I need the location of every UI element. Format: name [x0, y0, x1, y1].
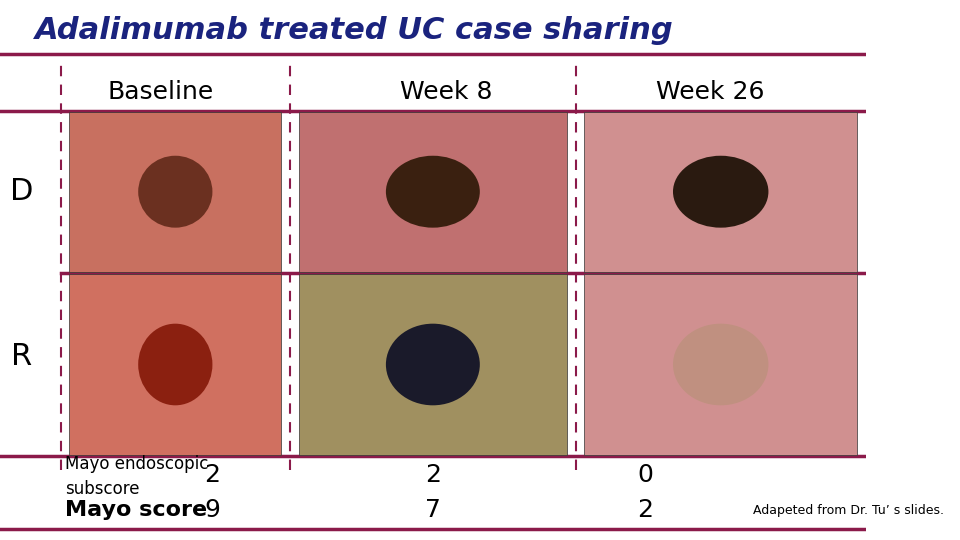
Text: 9: 9 — [204, 498, 220, 522]
Text: subscore: subscore — [65, 480, 139, 498]
Text: Adapeted from Dr. Tu’ s slides.: Adapeted from Dr. Tu’ s slides. — [754, 504, 945, 517]
Text: Week 8: Week 8 — [399, 80, 492, 104]
Text: 2: 2 — [204, 463, 220, 487]
FancyBboxPatch shape — [69, 112, 281, 272]
FancyBboxPatch shape — [585, 274, 857, 455]
FancyBboxPatch shape — [299, 274, 567, 455]
Text: Baseline: Baseline — [107, 80, 213, 104]
Text: 0: 0 — [637, 463, 653, 487]
Ellipse shape — [386, 156, 480, 228]
FancyBboxPatch shape — [69, 274, 281, 455]
Ellipse shape — [138, 323, 212, 406]
Text: Adalimumab treated UC case sharing: Adalimumab treated UC case sharing — [35, 16, 673, 45]
Text: 2: 2 — [637, 498, 653, 522]
Ellipse shape — [673, 323, 768, 406]
Ellipse shape — [386, 323, 480, 406]
FancyBboxPatch shape — [299, 112, 567, 272]
Text: R: R — [11, 342, 33, 371]
Text: Week 26: Week 26 — [656, 80, 764, 104]
Text: 2: 2 — [425, 463, 441, 487]
Text: 7: 7 — [425, 498, 441, 522]
Ellipse shape — [673, 156, 768, 228]
Ellipse shape — [138, 156, 212, 228]
Text: Mayo endoscopic: Mayo endoscopic — [65, 455, 208, 474]
FancyBboxPatch shape — [585, 112, 857, 272]
Text: D: D — [10, 177, 34, 206]
Text: Mayo score: Mayo score — [65, 500, 207, 521]
